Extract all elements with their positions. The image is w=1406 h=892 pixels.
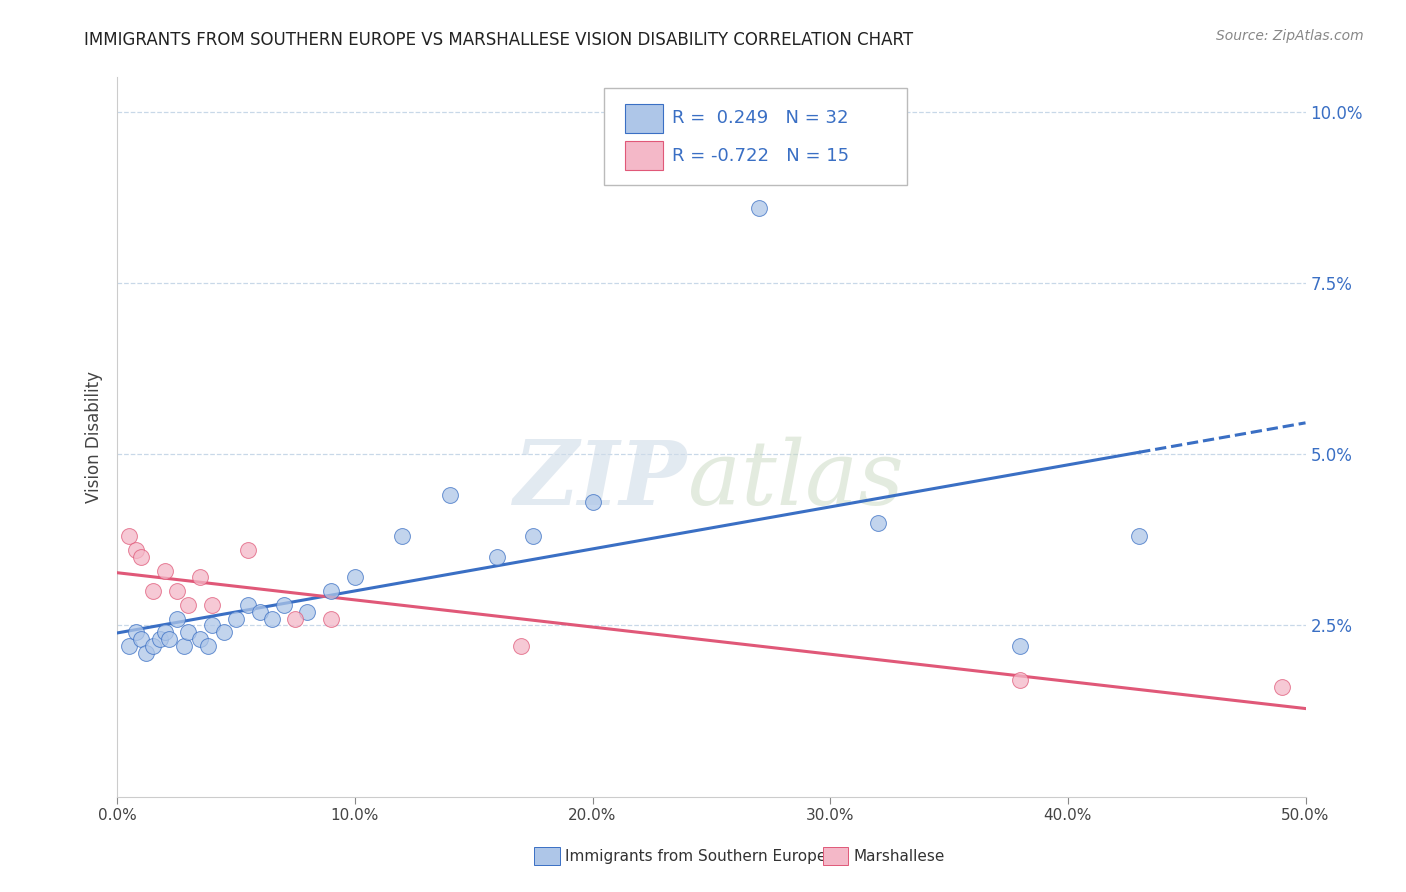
Point — [249, 605, 271, 619]
Text: atlas: atlas — [688, 437, 903, 524]
Point — [284, 611, 307, 625]
Point — [129, 549, 152, 564]
Point — [177, 625, 200, 640]
Point — [236, 598, 259, 612]
Point — [510, 639, 533, 653]
Point — [190, 632, 212, 647]
Point — [212, 625, 235, 640]
Point — [260, 611, 283, 625]
Point — [1271, 680, 1294, 694]
FancyBboxPatch shape — [605, 88, 907, 186]
Point — [391, 529, 413, 543]
Point — [159, 632, 181, 647]
Point — [173, 639, 195, 653]
Point — [319, 584, 342, 599]
Point — [166, 584, 188, 599]
Point — [225, 611, 247, 625]
Y-axis label: Vision Disability: Vision Disability — [86, 371, 103, 503]
Point — [343, 570, 366, 584]
Text: ZIP: ZIP — [515, 437, 688, 524]
Point — [1010, 639, 1032, 653]
Point — [748, 201, 770, 215]
Point — [201, 598, 224, 612]
Point — [273, 598, 295, 612]
Point — [118, 639, 141, 653]
Point — [197, 639, 219, 653]
Text: R =  0.249   N = 32: R = 0.249 N = 32 — [672, 110, 849, 128]
FancyBboxPatch shape — [624, 104, 662, 133]
Point — [125, 543, 148, 558]
Point — [135, 646, 157, 660]
Point — [1128, 529, 1150, 543]
Text: Immigrants from Southern Europe: Immigrants from Southern Europe — [565, 849, 827, 863]
Point — [486, 549, 509, 564]
Point — [319, 611, 342, 625]
Point — [297, 605, 319, 619]
Point — [149, 632, 172, 647]
Point — [190, 570, 212, 584]
Point — [142, 639, 165, 653]
Text: R = -0.722   N = 15: R = -0.722 N = 15 — [672, 147, 849, 165]
FancyBboxPatch shape — [624, 142, 662, 170]
Point — [153, 625, 176, 640]
Text: Source: ZipAtlas.com: Source: ZipAtlas.com — [1216, 29, 1364, 43]
Point — [153, 564, 176, 578]
Point — [201, 618, 224, 632]
Point — [177, 598, 200, 612]
Point — [129, 632, 152, 647]
Point — [236, 543, 259, 558]
Text: IMMIGRANTS FROM SOUTHERN EUROPE VS MARSHALLESE VISION DISABILITY CORRELATION CHA: IMMIGRANTS FROM SOUTHERN EUROPE VS MARSH… — [84, 31, 914, 49]
Point — [142, 584, 165, 599]
Point — [866, 516, 889, 530]
Point — [166, 611, 188, 625]
Point — [118, 529, 141, 543]
Point — [125, 625, 148, 640]
Point — [1010, 673, 1032, 688]
Point — [581, 495, 603, 509]
Point — [439, 488, 461, 502]
Point — [522, 529, 544, 543]
Text: Marshallese: Marshallese — [853, 849, 945, 863]
